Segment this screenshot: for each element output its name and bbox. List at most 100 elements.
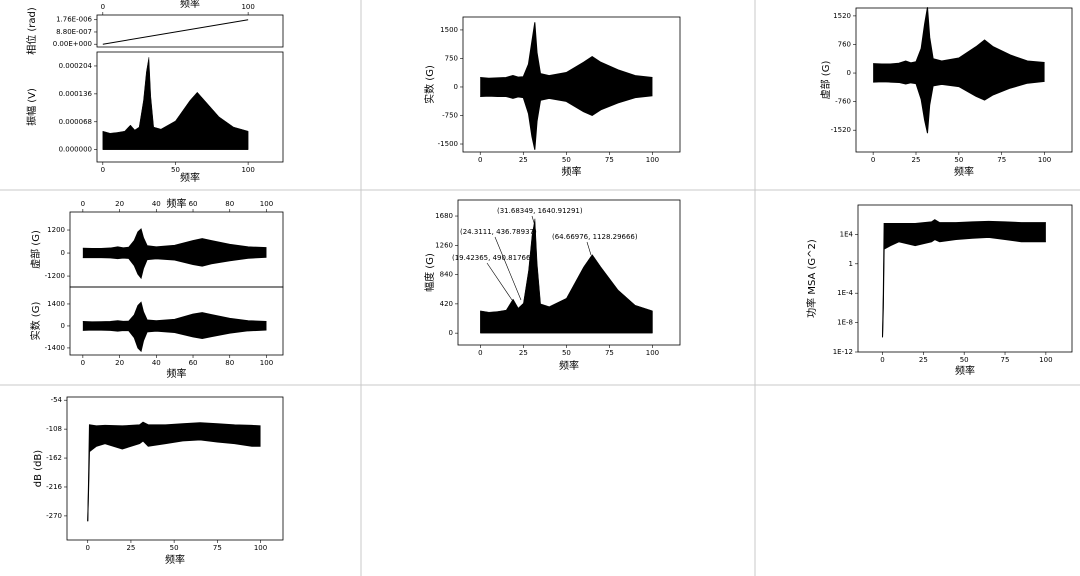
x-tick-label: 50 xyxy=(171,166,180,174)
y-axis-label: 振幅 (V) xyxy=(25,88,38,126)
plot-frame xyxy=(457,199,681,346)
x-tick-label: 40 xyxy=(152,359,161,367)
y-tick-label: -760 xyxy=(835,98,851,106)
y-tick-label: -216 xyxy=(46,483,62,491)
data-area xyxy=(480,218,653,334)
band-fill xyxy=(882,219,1046,338)
x-tick-label: 50 xyxy=(562,349,571,357)
x-axis-label: 频率 xyxy=(167,197,187,210)
plot-frame xyxy=(96,51,284,163)
x-tick-label: 25 xyxy=(912,156,921,164)
plot-frame xyxy=(66,396,284,541)
y-tick-label: -750 xyxy=(442,111,458,119)
band-edge xyxy=(873,80,1045,134)
band-edge xyxy=(87,421,261,522)
annotation-leader xyxy=(531,215,536,227)
y-tick-label: 1500 xyxy=(440,26,458,34)
band-fill xyxy=(873,7,1045,134)
y-tick-label: 0 xyxy=(847,69,851,77)
y-tick-label: 750 xyxy=(445,54,458,62)
x-tick-label: 80 xyxy=(225,359,234,367)
y-tick-label: 0 xyxy=(61,249,65,257)
x-axis-label: 频率 xyxy=(954,165,974,178)
x-tick-label: 75 xyxy=(213,544,222,552)
y-tick-label: -162 xyxy=(46,454,62,462)
x-axis-label: 频率 xyxy=(165,553,185,566)
x-tick-label: 75 xyxy=(997,156,1006,164)
plot-frame xyxy=(855,7,1073,153)
band-fill xyxy=(82,229,267,278)
data-area xyxy=(102,57,249,150)
x-tick-label: 0 xyxy=(81,359,85,367)
x-tick-label: 60 xyxy=(189,359,198,367)
x-tick-label: 0 xyxy=(101,3,105,11)
x-tick-label: 0 xyxy=(871,156,875,164)
plot-frame xyxy=(96,14,284,48)
y-tick-label: 840 xyxy=(440,271,453,279)
x-axis-label: 频率 xyxy=(167,367,187,380)
y-tick-label: 0.000136 xyxy=(59,90,93,98)
plot-frame xyxy=(857,204,1073,353)
x-tick-label: 80 xyxy=(225,200,234,208)
x-tick-label: 50 xyxy=(954,156,963,164)
x-axis-label: 频率 xyxy=(180,0,200,10)
band-edge xyxy=(87,439,261,522)
x-axis-label: 频率 xyxy=(955,364,975,377)
x-tick-label: 100 xyxy=(260,359,273,367)
y-tick-label: 0 xyxy=(449,329,453,337)
y-tick-label: 420 xyxy=(440,300,453,308)
y-tick-label: -1200 xyxy=(45,272,65,280)
y-tick-label: 0.000000 xyxy=(59,146,92,154)
band-edge xyxy=(82,256,267,280)
y-axis-label: 相位 (rad) xyxy=(25,7,38,55)
y-tick-label: 1E-8 xyxy=(837,319,853,327)
y-tick-label: -1500 xyxy=(438,140,458,148)
x-tick-label: 0 xyxy=(478,156,482,164)
plot-frame xyxy=(462,16,681,153)
y-tick-label: 1.76E-006 xyxy=(56,16,92,24)
x-tick-label: 50 xyxy=(562,156,571,164)
y-tick-label: 1E-12 xyxy=(833,348,853,356)
x-axis-label: 频率 xyxy=(562,165,582,178)
y-axis-label: dB (dB) xyxy=(33,450,44,487)
x-tick-label: 0 xyxy=(86,544,90,552)
band-edge xyxy=(873,7,1045,65)
x-tick-label: 100 xyxy=(241,166,254,174)
x-tick-label: 100 xyxy=(646,349,659,357)
annotation: (19.42365, 490.81766) xyxy=(452,254,533,262)
band-edge xyxy=(480,22,653,79)
x-tick-label: 50 xyxy=(960,356,969,364)
y-tick-label: 1E-4 xyxy=(837,289,853,297)
band-edge xyxy=(882,236,1046,338)
y-tick-label: 1200 xyxy=(47,226,65,234)
x-tick-label: 75 xyxy=(605,349,614,357)
x-tick-label: 25 xyxy=(519,156,528,164)
band-fill xyxy=(480,22,653,150)
data-line xyxy=(102,19,249,45)
y-tick-label: 0 xyxy=(454,83,458,91)
y-axis-label: 虚部 (G) xyxy=(819,61,832,100)
y-axis-label: 实数 (G) xyxy=(423,65,436,104)
y-tick-label: 0.000068 xyxy=(59,118,92,126)
y-tick-label: 0.00E+000 xyxy=(53,40,92,48)
band-edge xyxy=(480,95,653,150)
x-tick-label: 20 xyxy=(115,359,124,367)
y-axis-label: 虚部 (G) xyxy=(29,230,42,269)
x-tick-label: 0 xyxy=(81,200,85,208)
x-tick-label: 50 xyxy=(170,544,179,552)
x-tick-label: 40 xyxy=(152,200,161,208)
x-tick-label: 100 xyxy=(1038,156,1051,164)
band-edge xyxy=(82,228,267,249)
annotation-leader xyxy=(494,236,522,301)
x-tick-label: 20 xyxy=(115,200,124,208)
y-axis-label: 实数 (G) xyxy=(29,302,42,341)
x-tick-label: 0 xyxy=(880,356,884,364)
annotation-leader xyxy=(486,262,513,301)
x-tick-label: 25 xyxy=(919,356,928,364)
annotation: (64.66976, 1128.29666) xyxy=(552,233,638,241)
y-tick-label: 1680 xyxy=(435,212,453,220)
x-tick-label: 25 xyxy=(519,349,528,357)
y-tick-label: 8.80E-007 xyxy=(56,28,92,36)
annotation: (31.68349, 1640.91291) xyxy=(497,207,583,215)
